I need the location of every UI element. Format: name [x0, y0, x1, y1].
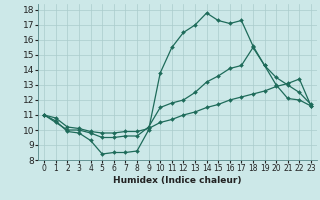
X-axis label: Humidex (Indice chaleur): Humidex (Indice chaleur) [113, 176, 242, 185]
